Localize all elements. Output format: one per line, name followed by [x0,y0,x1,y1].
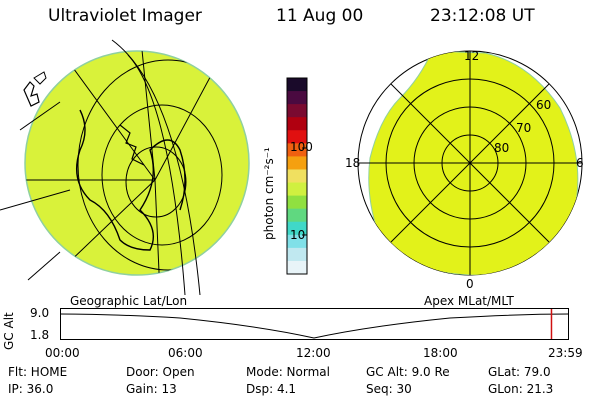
colorbar-swatch [287,130,307,144]
colorbar-swatch [287,117,307,131]
colorbar-swatch [287,78,307,92]
colorbar [286,77,308,275]
info-ip: IP: 36.0 [8,382,54,396]
info-gcalt: GC Alt: 9.0 Re [366,365,450,379]
colorbar-swatch [287,195,307,210]
colorbar-tick-10: 10 [290,228,306,242]
timeline-ytick-low: 1.8 [30,328,50,342]
geographic-map [0,39,250,295]
magnetic-polar-plot: 12 18 6 0 60 70 80 [345,49,584,291]
colorbar-swatch [287,169,307,184]
date-label: 11 Aug 00 [276,6,364,26]
timeline-xtick-2: 12:00 [296,346,331,360]
colorbar-swatch [287,156,307,170]
info-gain: Gain: 13 [126,382,177,396]
colorbar-swatch [287,221,307,236]
colorbar-tick-100: 100 [290,140,313,154]
mlt-label-12: 12 [464,49,479,63]
lat-label-80: 80 [494,141,509,155]
right-panel-caption: Apex MLat/MLT [424,294,514,308]
mlt-label-0: 0 [466,277,474,291]
timeline-ylabel: GC Alt [2,312,16,350]
timeline-ytick-high: 9.0 [30,306,50,320]
colorbar-swatch [287,143,307,157]
timeline-xtick-3: 18:00 [423,346,458,360]
info-door: Door: Open [126,365,195,379]
info-glat: GLat: 79.0 [488,365,551,379]
colorbar-swatch [287,91,307,105]
left-image-disk [24,50,250,276]
info-dsp: Dsp: 4.1 [246,382,297,396]
colorbar-swatch [287,182,307,197]
colorbar-swatch [287,208,307,223]
left-panel-caption: Geographic Lat/Lon [70,294,188,308]
colorbar-swatch [287,234,307,249]
altitude-timeline [60,308,570,340]
info-seq: Seq: 30 [366,382,412,396]
app-title: Ultraviolet Imager [48,6,202,26]
lat-label-70: 70 [516,121,531,135]
mlt-label-6: 6 [576,156,584,170]
info-glon: GLon: 21.3 [488,382,554,396]
colorbar-swatch [287,260,307,275]
colorbar-swatch [287,104,307,118]
colorbar-label: photon cm⁻²s⁻¹ [262,147,276,240]
colorbar-swatches [287,78,307,275]
time-label: 23:12:08 UT [430,6,535,26]
colorbar-swatch [287,247,307,262]
info-mode: Mode: Normal [246,365,330,379]
timeline-xtick-0: 00:00 [45,346,80,360]
mlt-label-18: 18 [345,156,360,170]
timeline-xtick-4: 23:59 [548,346,583,360]
info-flt: Flt: HOME [8,365,68,379]
lat-label-60: 60 [536,98,551,112]
timeline-xtick-1: 06:00 [168,346,203,360]
